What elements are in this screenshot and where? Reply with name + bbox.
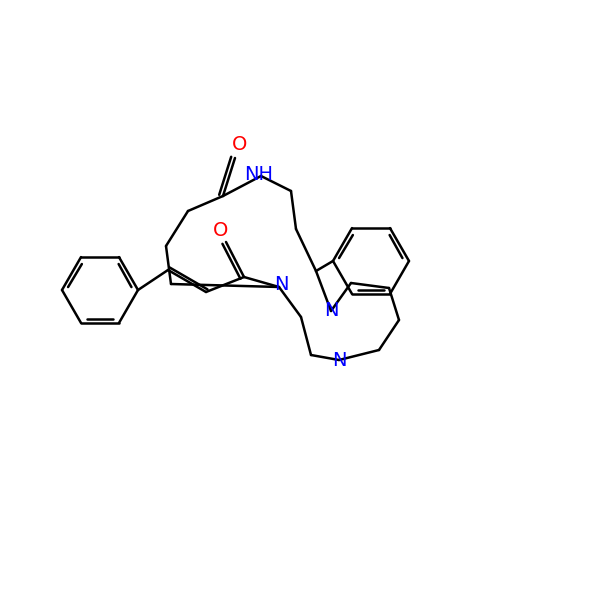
Text: O: O xyxy=(214,220,229,239)
Text: O: O xyxy=(232,134,248,154)
Text: N: N xyxy=(324,301,338,320)
Text: N: N xyxy=(274,275,288,295)
Text: NH: NH xyxy=(245,164,274,184)
Text: N: N xyxy=(332,350,346,370)
